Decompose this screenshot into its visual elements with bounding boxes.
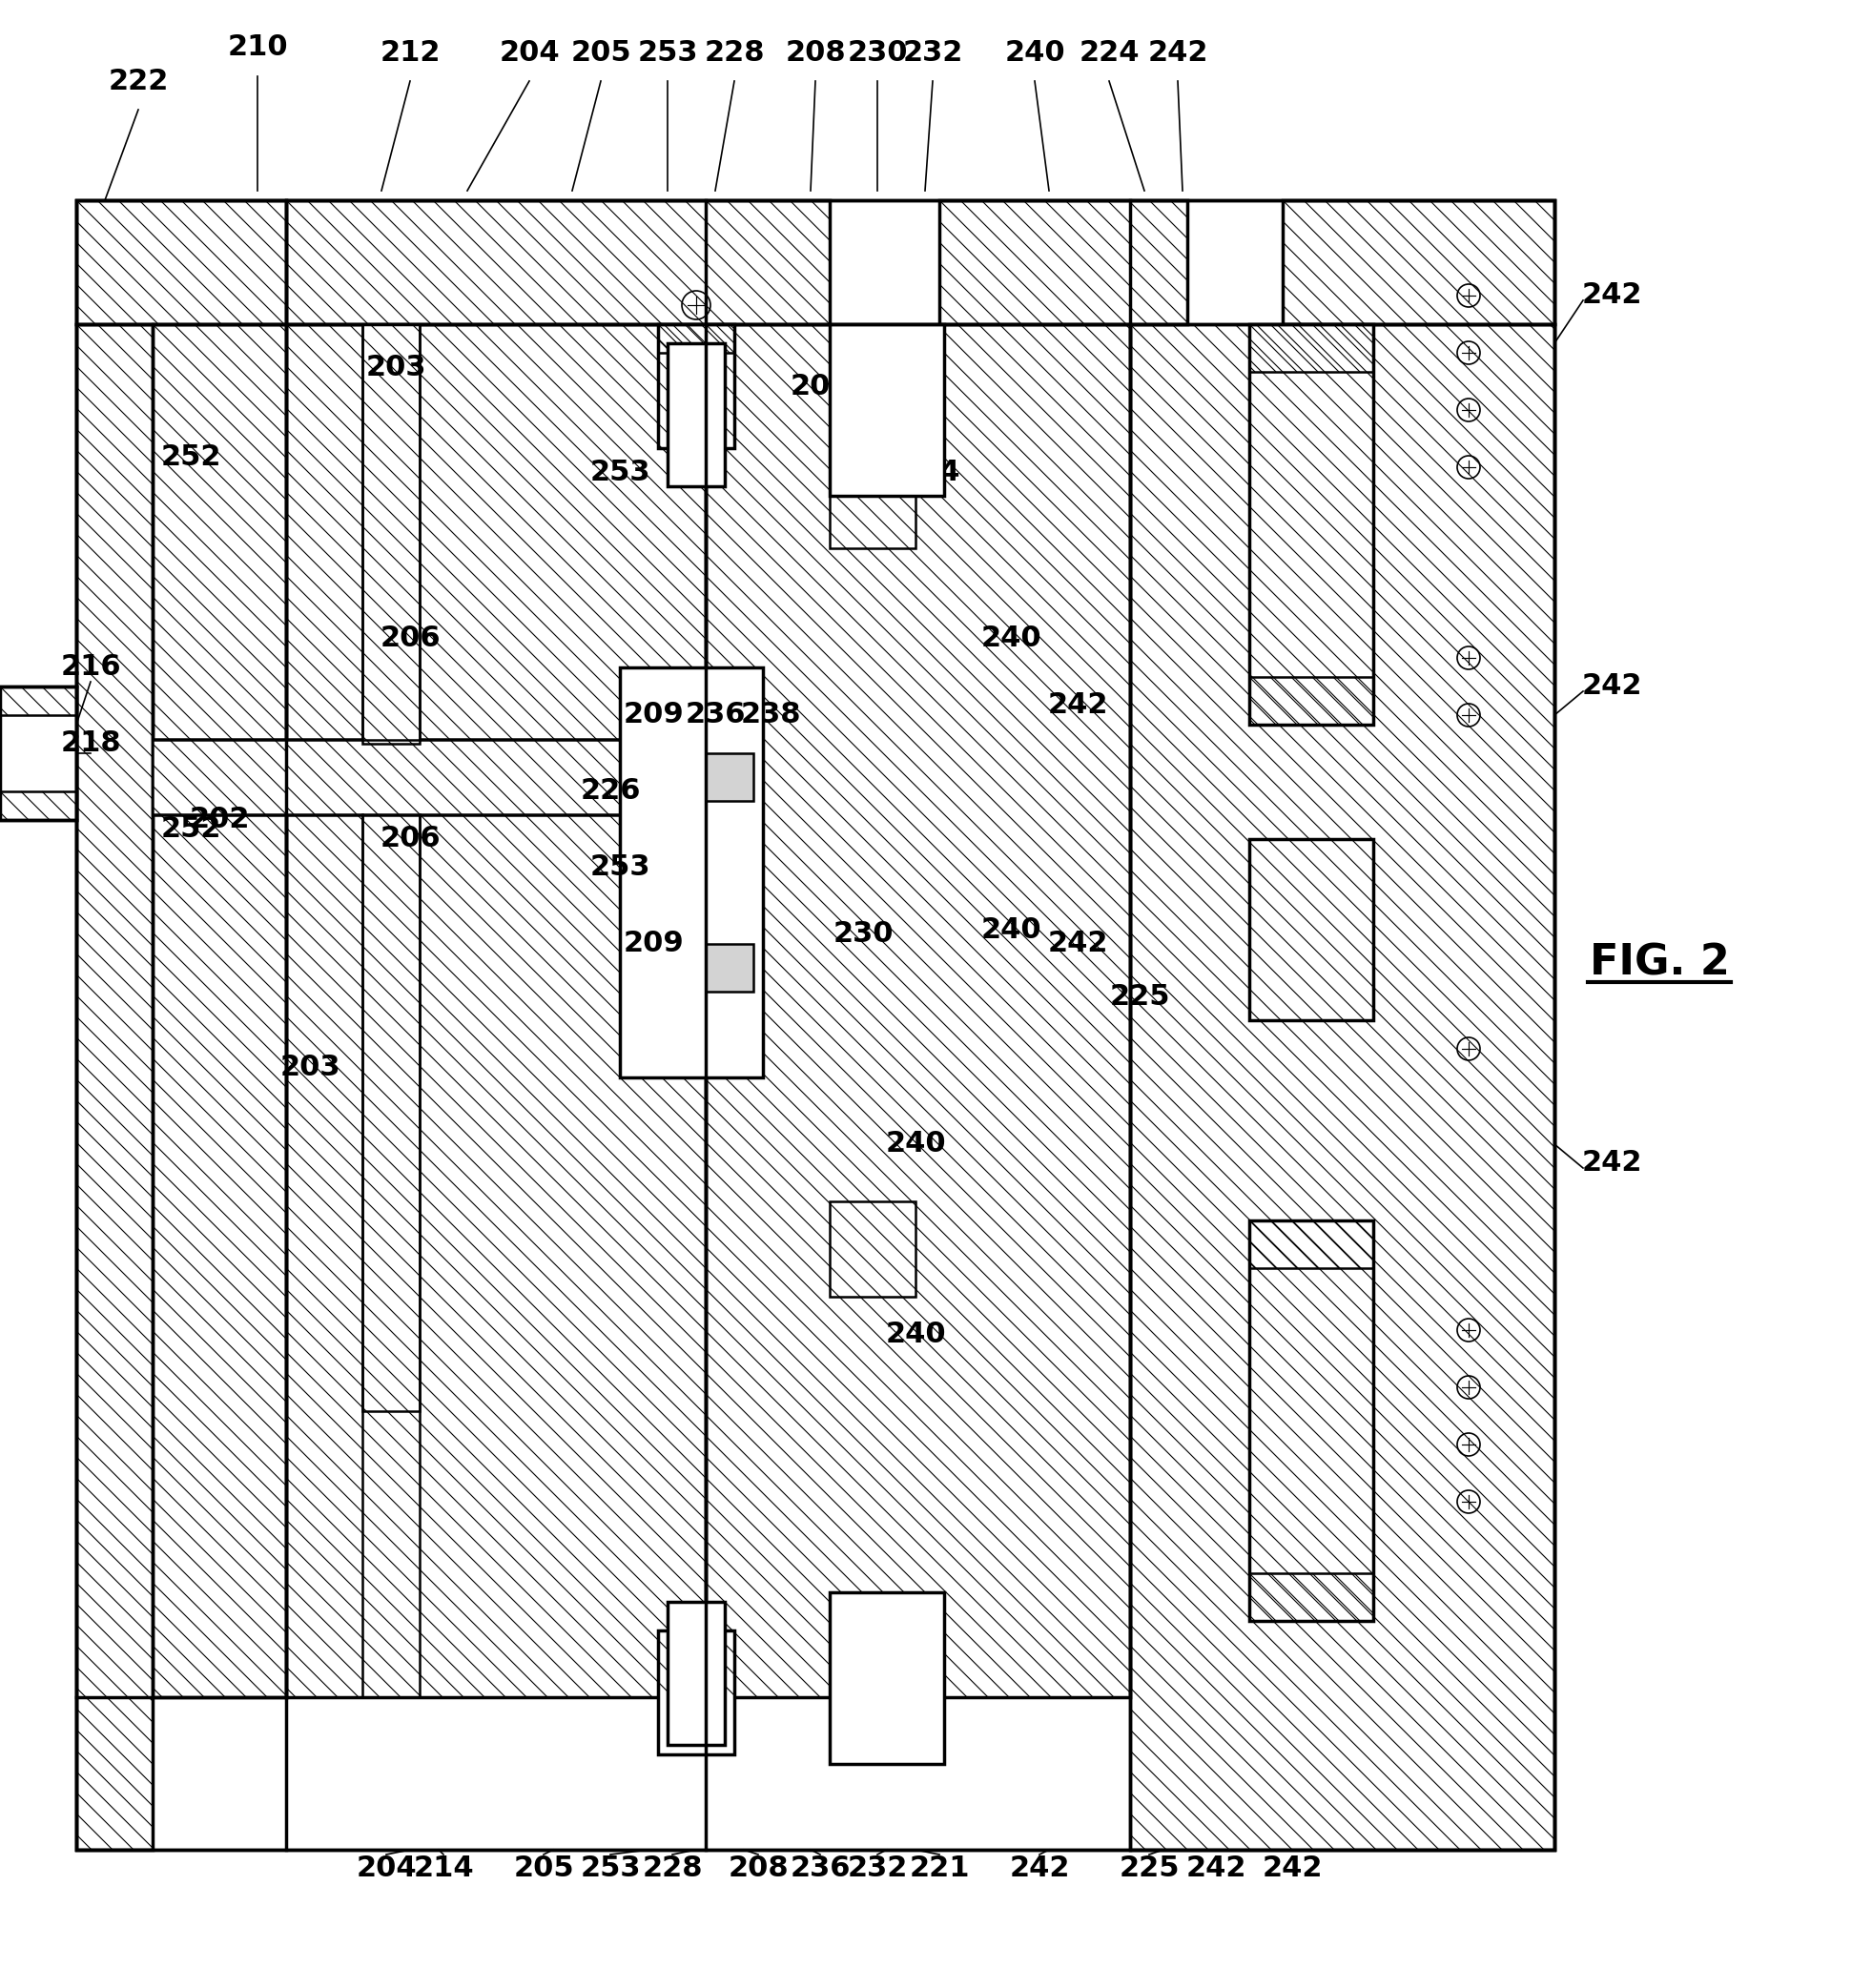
Text: 204: 204 xyxy=(356,1855,417,1883)
Bar xyxy=(286,324,706,1698)
Text: 242: 242 xyxy=(1582,672,1642,700)
Bar xyxy=(940,201,1187,324)
Text: 214: 214 xyxy=(414,1855,474,1883)
Text: 240: 240 xyxy=(981,916,1041,944)
Bar xyxy=(0,686,77,819)
Text: 209: 209 xyxy=(623,702,683,730)
Text: 236: 236 xyxy=(685,702,745,730)
Bar xyxy=(829,453,915,549)
Text: 242: 242 xyxy=(1148,38,1207,66)
Text: 232: 232 xyxy=(902,38,962,66)
Bar xyxy=(829,453,915,477)
Text: 204: 204 xyxy=(500,38,560,66)
Text: 216: 216 xyxy=(60,654,122,682)
Bar xyxy=(1249,324,1374,726)
Text: 208: 208 xyxy=(790,372,850,400)
Bar xyxy=(77,201,286,324)
Text: 240: 240 xyxy=(981,624,1041,652)
Bar xyxy=(829,1592,943,1763)
Bar xyxy=(706,944,753,992)
Text: 224: 224 xyxy=(1078,38,1140,66)
Text: 234: 234 xyxy=(900,457,960,485)
Bar xyxy=(286,201,829,324)
Bar xyxy=(1249,1573,1374,1620)
Text: 240: 240 xyxy=(885,1322,945,1348)
Bar xyxy=(0,686,77,716)
Bar xyxy=(1249,324,1374,372)
Text: 252: 252 xyxy=(161,443,221,471)
Text: 203: 203 xyxy=(365,354,427,382)
Text: 242: 242 xyxy=(1262,1855,1322,1883)
Text: 222: 222 xyxy=(109,68,168,95)
Bar xyxy=(1131,324,1554,1849)
Text: 252: 252 xyxy=(161,815,221,843)
Text: 240: 240 xyxy=(1005,38,1065,66)
Text: 225: 225 xyxy=(1110,982,1170,1010)
Text: 228: 228 xyxy=(642,1855,702,1883)
Text: FIG. 2: FIG. 2 xyxy=(1589,942,1730,984)
Text: 242: 242 xyxy=(1582,1149,1642,1177)
Text: 242: 242 xyxy=(1009,1855,1069,1883)
Text: 221: 221 xyxy=(910,1855,970,1883)
Bar xyxy=(154,324,286,1698)
Text: 253: 253 xyxy=(590,457,650,485)
Text: 226: 226 xyxy=(580,777,640,805)
Text: 236: 236 xyxy=(790,1855,850,1883)
Text: 218: 218 xyxy=(60,730,122,757)
Bar xyxy=(363,324,419,744)
Bar xyxy=(0,791,77,819)
Bar xyxy=(77,201,1554,1849)
Text: 206: 206 xyxy=(380,825,440,853)
Text: 205: 205 xyxy=(571,38,631,66)
Bar xyxy=(829,1201,915,1296)
Text: 209: 209 xyxy=(623,930,683,958)
Text: 202: 202 xyxy=(189,807,249,833)
Text: 232: 232 xyxy=(848,1855,908,1883)
Text: 206: 206 xyxy=(380,624,440,652)
Text: 228: 228 xyxy=(704,38,764,66)
Bar xyxy=(659,324,734,447)
Bar xyxy=(1249,839,1374,1020)
Text: 205: 205 xyxy=(513,1855,575,1883)
Text: 230: 230 xyxy=(833,920,893,948)
Bar xyxy=(668,344,724,487)
Text: 242: 242 xyxy=(1185,1855,1247,1883)
Bar xyxy=(363,815,419,1411)
Bar xyxy=(77,324,154,1849)
Bar xyxy=(829,324,943,352)
Text: 240: 240 xyxy=(885,1131,945,1157)
Bar xyxy=(154,740,743,815)
Text: 253: 253 xyxy=(580,1855,640,1883)
Bar xyxy=(620,668,764,1077)
Bar xyxy=(829,324,943,495)
Text: 225: 225 xyxy=(1119,1855,1179,1883)
Bar xyxy=(1249,1221,1374,1620)
Text: 208: 208 xyxy=(728,1855,788,1883)
Bar xyxy=(638,1010,743,1040)
Text: 253: 253 xyxy=(590,853,650,881)
Text: 212: 212 xyxy=(380,38,440,66)
Bar xyxy=(1249,678,1374,726)
Text: 203: 203 xyxy=(279,1054,341,1081)
Text: 242: 242 xyxy=(1046,930,1108,958)
Text: 230: 230 xyxy=(846,38,908,66)
Text: 208: 208 xyxy=(784,38,846,66)
Text: 242: 242 xyxy=(1582,282,1642,310)
Bar xyxy=(1282,201,1554,324)
Bar xyxy=(668,1602,724,1745)
Text: 210: 210 xyxy=(227,34,288,62)
Text: 253: 253 xyxy=(636,38,698,66)
Bar xyxy=(659,1630,734,1753)
Bar xyxy=(706,324,1131,1698)
Bar xyxy=(638,706,743,734)
Text: 242: 242 xyxy=(1046,692,1108,720)
Bar xyxy=(77,201,1554,1849)
Bar xyxy=(706,753,753,801)
Bar xyxy=(659,324,734,352)
Bar xyxy=(1249,1221,1374,1268)
Text: 238: 238 xyxy=(739,702,801,730)
